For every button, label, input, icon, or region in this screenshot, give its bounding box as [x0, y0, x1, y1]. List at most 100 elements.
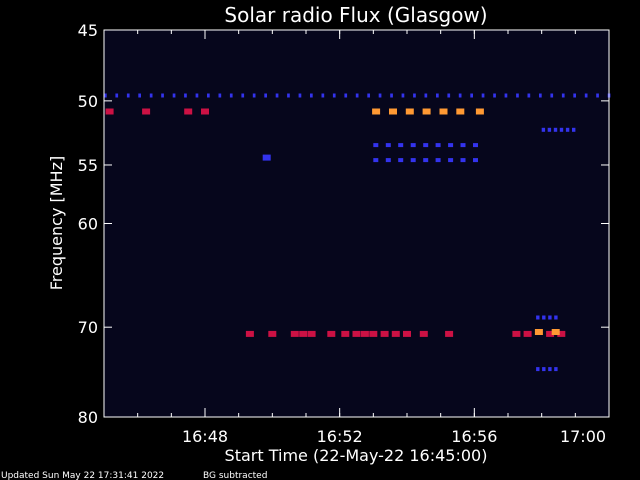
- signal-burst: [341, 330, 350, 337]
- signal-segment: [584, 93, 588, 98]
- signal-segment: [548, 315, 552, 320]
- y-tick-label: 45: [78, 21, 98, 40]
- signal-segment: [207, 93, 210, 98]
- signal-segment: [390, 93, 393, 98]
- y-tick-label: 55: [78, 156, 98, 175]
- signal-segment: [536, 367, 540, 372]
- y-tick-label: 50: [78, 92, 98, 111]
- signal-segment: [493, 93, 496, 98]
- signal-burst: [352, 330, 361, 337]
- signal-segment: [460, 143, 466, 148]
- signal-segment: [548, 367, 552, 372]
- signal-burst: [512, 330, 521, 337]
- signal-burst: [184, 108, 193, 115]
- signal-segment: [229, 93, 233, 98]
- signal-segment: [473, 143, 478, 148]
- signal-segment: [573, 93, 576, 98]
- signal-segment: [423, 143, 429, 148]
- signal-segment: [424, 93, 428, 98]
- signal-segment: [435, 143, 441, 148]
- signal-segment: [184, 93, 187, 98]
- signal-segment: [385, 143, 391, 148]
- signal-segment: [413, 93, 416, 98]
- signal-burst: [403, 330, 411, 337]
- x-axis-label: Start Time (22-May-22 16:45:00): [225, 446, 488, 465]
- signal-burst: [369, 330, 378, 337]
- signal-segment: [401, 93, 405, 98]
- chart-title: Solar radio Flux (Glasgow): [224, 3, 487, 27]
- signal-segment: [448, 158, 454, 163]
- x-tick-label: 16:52: [317, 427, 363, 446]
- signal-segment: [559, 127, 564, 132]
- signal-segment: [298, 93, 302, 98]
- y-tick-label: 80: [78, 408, 98, 427]
- signal-segment: [572, 127, 576, 132]
- signal-burst: [299, 330, 308, 337]
- axis-ticks: 45 50 55 60 70 80 16:48 16:52 16:56 17:00: [78, 21, 610, 446]
- x-tick-label: 16:56: [451, 427, 497, 446]
- signal-segment: [410, 158, 416, 163]
- signal-segment: [516, 93, 519, 98]
- x-tick-label: 17:00: [560, 427, 606, 446]
- signal-segment: [539, 93, 542, 98]
- signal-burst: [290, 330, 299, 337]
- signal-segment: [241, 93, 245, 98]
- signal-burst: [557, 330, 566, 337]
- signal-segment: [547, 127, 552, 132]
- signal-segment: [561, 93, 565, 98]
- signal-burst: [380, 330, 389, 337]
- signal-burst: [372, 108, 381, 115]
- signal-burst: [327, 330, 336, 337]
- signal-burst: [523, 330, 532, 337]
- signal-segment: [115, 93, 119, 98]
- signal-segment: [355, 93, 359, 98]
- signal-segment: [481, 93, 485, 98]
- signal-burst: [268, 330, 277, 337]
- signal-segment: [138, 93, 141, 98]
- signal-segment: [195, 93, 199, 98]
- signal-burst: [419, 330, 428, 337]
- signal-segment: [447, 93, 451, 98]
- signal-segment: [264, 93, 267, 98]
- signal-segment: [541, 127, 546, 132]
- signal-segment: [126, 93, 130, 98]
- signal-segment: [504, 93, 508, 98]
- footer-note: BG subtracted: [203, 471, 267, 480]
- signal-burst: [475, 108, 484, 115]
- signal-segment: [385, 158, 391, 163]
- signal-segment: [470, 93, 473, 98]
- signal-segment: [373, 143, 379, 148]
- y-tick-label: 70: [78, 318, 98, 337]
- signal-segment: [423, 158, 429, 163]
- signal-segment: [218, 93, 222, 98]
- plot-background: [104, 30, 609, 417]
- signal-burst: [389, 108, 397, 115]
- signal-burst: [546, 330, 555, 337]
- signal-segment: [565, 127, 570, 132]
- signal-segment: [373, 158, 379, 163]
- signal-burst: [445, 330, 454, 337]
- signal-segment: [332, 93, 336, 98]
- signal-segment: [104, 93, 107, 98]
- y-axis-label: Frequency [MHz]: [47, 156, 66, 290]
- spectrogram-features: [104, 93, 611, 372]
- signal-segment: [460, 158, 466, 163]
- signal-segment: [550, 93, 554, 98]
- x-tick-label: 16:48: [182, 427, 228, 446]
- signal-segment: [398, 143, 404, 148]
- signal-burst: [456, 108, 465, 115]
- signal-segment: [252, 93, 256, 98]
- signal-burst: [142, 108, 151, 115]
- signal-segment: [321, 93, 325, 98]
- signal-segment: [344, 93, 348, 98]
- signal-segment: [367, 93, 370, 98]
- signal-burst: [405, 108, 414, 115]
- signal-burst: [245, 330, 254, 337]
- signal-segment: [473, 158, 478, 163]
- signal-segment: [172, 93, 176, 98]
- signal-segment: [536, 315, 540, 320]
- signal-burst: [534, 329, 543, 335]
- signal-segment: [436, 93, 439, 98]
- signal-segment: [161, 93, 164, 98]
